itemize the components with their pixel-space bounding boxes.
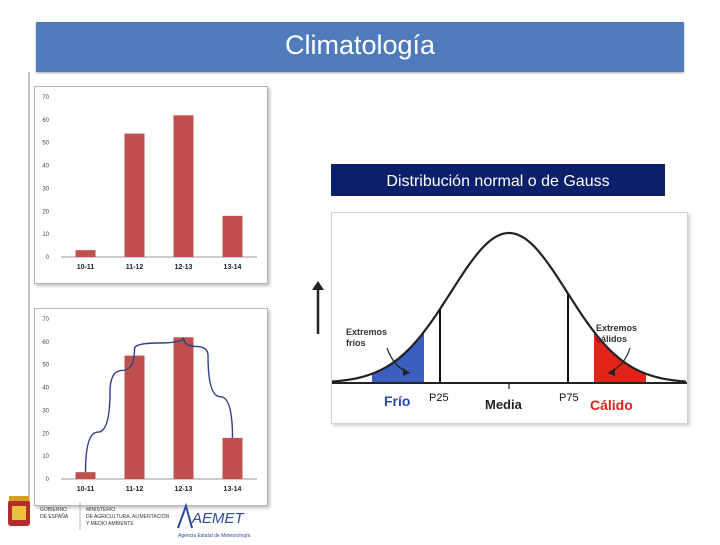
divider: [28, 72, 30, 510]
top-ytick-label: 10: [42, 232, 49, 238]
warm-extremes-label-1: Extremos: [596, 323, 637, 333]
p75-label: P75: [559, 392, 579, 404]
gauss-curve: [331, 231, 687, 383]
aemet-wordmark: AEMET: [191, 510, 246, 527]
ministry-line-2: DE AGRICULTURA, ALIMENTACIÓN: [86, 513, 170, 520]
up-arrow-icon: [312, 281, 324, 334]
bottom-bar-13-14: [222, 437, 243, 479]
top-ytick-label: 70: [42, 95, 49, 101]
gauss-frame: Extremos fríos Extremos cálidos P25 P75 Media F…: [331, 212, 688, 424]
ministry-line-1: MINISTERIO: [86, 507, 115, 513]
top-bar-12-13: [173, 115, 194, 258]
warm-extremes-label-2: cálidos: [596, 334, 627, 344]
bottom-bar-10-11: [75, 472, 96, 479]
bottom-ytick-label: 10: [42, 454, 49, 460]
top-bar-10-11: [75, 250, 96, 257]
bottom-xtick-label: 11-12: [126, 486, 144, 493]
bottom-xtick-label: 10-11: [77, 486, 95, 493]
bar-chart-top: 0 10 20 30 40 50 60 70 10-11 11-12 12-13 13-14: [42, 95, 257, 271]
gauss-title: Distribución normal o de Gauss: [331, 164, 665, 196]
bottom-ytick-label: 0: [46, 477, 50, 483]
bar-chart-bottom: 0 10 20 30 40 50 60 70 10-11 11-12 12-13 13-14: [42, 317, 257, 493]
top-xtick-label: 12-13: [175, 264, 193, 271]
warm-tail-area: [594, 331, 646, 383]
p25-label: P25: [429, 392, 449, 404]
page-title: Climatología: [284, 30, 436, 60]
cold-extremes-label-2: fríos: [346, 338, 366, 348]
top-bar-13-14: [222, 215, 243, 257]
aemet-logo: AEMET Agencia Estatal de Meteorología: [177, 502, 250, 539]
top-xtick-label: 11-12: [126, 264, 144, 271]
mean-label: Media: [485, 397, 523, 412]
warm-arrow-head: [608, 368, 615, 376]
bottom-xtick-label: 13-14: [224, 486, 242, 493]
cold-label: Frío: [384, 393, 410, 409]
bottom-ytick-label: 30: [42, 408, 49, 414]
aemet-subtitle: Agencia Estatal de Meteorología: [178, 533, 250, 539]
top-xtick-label: 13-14: [224, 264, 242, 271]
footer-logos: GOBIERNO DE ESPAÑA MINISTERIO DE AGRICUL…: [0, 492, 260, 540]
top-xtick-label: 10-11: [77, 264, 95, 271]
cold-tail-area: [372, 331, 424, 383]
header-bar: Climatología: [36, 22, 684, 72]
bottom-ytick-label: 20: [42, 431, 49, 437]
top-ytick-label: 20: [42, 209, 49, 215]
bottom-bar-11-12: [124, 355, 145, 479]
bottom-ytick-label: 70: [42, 317, 49, 323]
bottom-ytick-label: 50: [42, 363, 49, 369]
top-ytick-label: 40: [42, 164, 49, 170]
coat-of-arms-icon: [8, 496, 30, 526]
bottom-trend-curve: [84, 337, 234, 473]
bottom-ytick-label: 60: [42, 340, 49, 346]
top-ytick-label: 30: [42, 186, 49, 192]
top-ytick-label: 50: [42, 141, 49, 147]
bottom-xtick-label: 12-13: [175, 486, 193, 493]
top-ytick-label: 0: [46, 255, 50, 261]
cold-arrow-head: [403, 368, 410, 376]
warm-label: Cálido: [590, 397, 633, 413]
ministry-gov-line-2: DE ESPAÑA: [40, 513, 69, 520]
bar-chart-bottom-frame: 0 10 20 30 40 50 60 70 10-11 11-12 12-13 13-14: [34, 308, 268, 506]
bottom-bar-12-13: [173, 337, 194, 479]
top-ytick-label: 60: [42, 118, 49, 124]
ministry-gov-line-1: GOBIERNO: [40, 507, 67, 513]
cold-extremes-label-1: Extremos: [346, 327, 387, 337]
bar-chart-top-frame: 0 10 20 30 40 50 60 70 10-11 11-12 12-13 13-14: [34, 86, 268, 284]
top-bar-11-12: [124, 133, 145, 257]
ministry-line-3: Y MEDIO AMBIENTE: [86, 521, 134, 527]
bottom-ytick-label: 40: [42, 386, 49, 392]
